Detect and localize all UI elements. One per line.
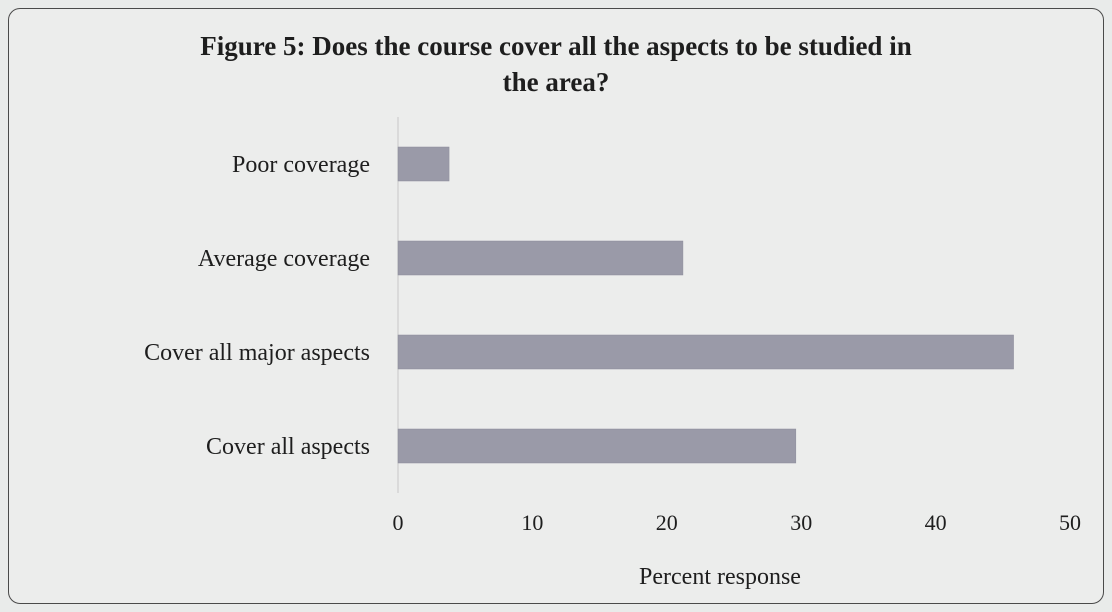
x-tick-label: 20 (656, 510, 678, 535)
chart-title-line-2: the area? (502, 67, 610, 97)
category-label: Cover all major aspects (144, 340, 370, 366)
x-axis-title: Percent response (639, 564, 801, 590)
x-tick-label: 30 (790, 510, 812, 535)
chart-frame (8, 8, 1104, 604)
bar (397, 146, 450, 182)
category-label: Poor coverage (232, 152, 370, 178)
x-tick-label: 40 (925, 510, 947, 535)
bar (397, 240, 684, 276)
category-label: Average coverage (198, 246, 370, 272)
chart-title-line-1: Figure 5: Does the course cover all the … (200, 31, 912, 61)
x-tick-label: 0 (393, 510, 404, 535)
x-tick-label: 10 (521, 510, 543, 535)
chart-title: Figure 5: Does the course cover all the … (0, 0, 1112, 100)
bar (397, 334, 1014, 370)
bar (397, 428, 797, 464)
category-label: Cover all aspects (206, 434, 370, 460)
x-tick-label: 50 (1059, 510, 1081, 535)
